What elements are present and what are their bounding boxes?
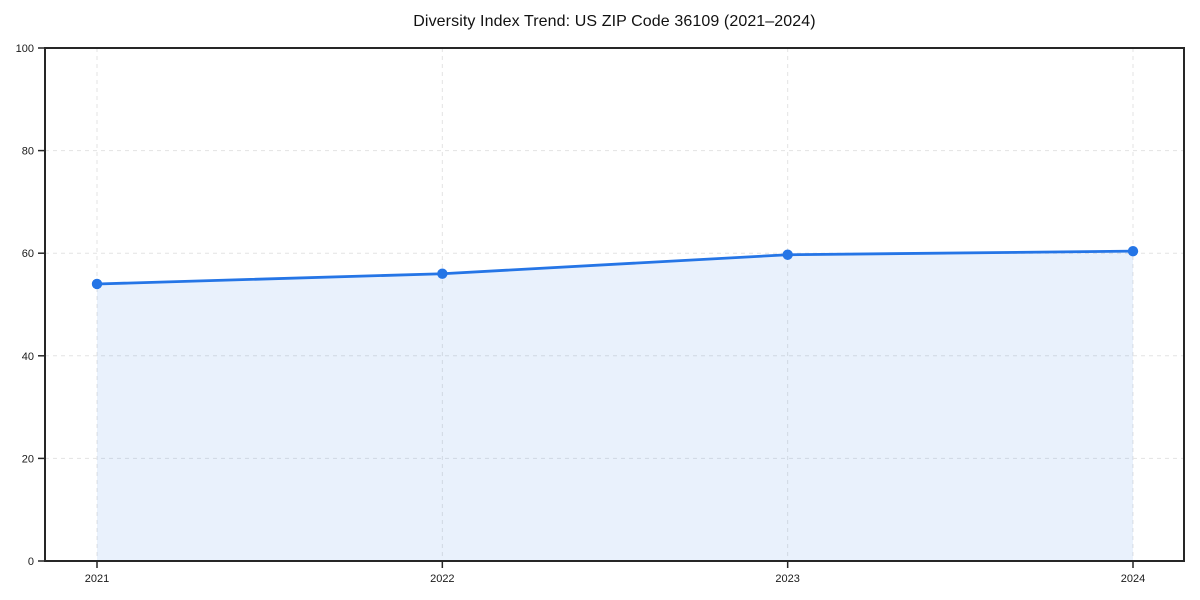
x-axis-tick-label: 2022 xyxy=(430,573,454,585)
x-axis-tick-label: 2023 xyxy=(775,573,799,585)
line-series xyxy=(95,249,1135,286)
data-point xyxy=(437,268,448,279)
data-point xyxy=(782,249,793,260)
plot-frame xyxy=(44,47,1185,562)
y-axis-tick-label: 60 xyxy=(22,248,34,260)
data-point xyxy=(91,278,103,290)
y-axis-tick-label: 20 xyxy=(22,453,34,465)
y-axis-tick-label: 80 xyxy=(22,146,34,158)
y-axis-tick-label: 0 xyxy=(28,556,34,568)
area-fill xyxy=(97,251,1133,561)
data-point xyxy=(1127,245,1139,257)
y-axis-tick-label: 40 xyxy=(22,351,34,363)
chart-title: Diversity Index Trend: US ZIP Code 36109… xyxy=(413,13,816,30)
x-axis-tick-label: 2021 xyxy=(85,573,109,585)
x-axis-tick-label: 2024 xyxy=(1121,573,1145,585)
y-axis-tick-label: 100 xyxy=(16,43,34,55)
